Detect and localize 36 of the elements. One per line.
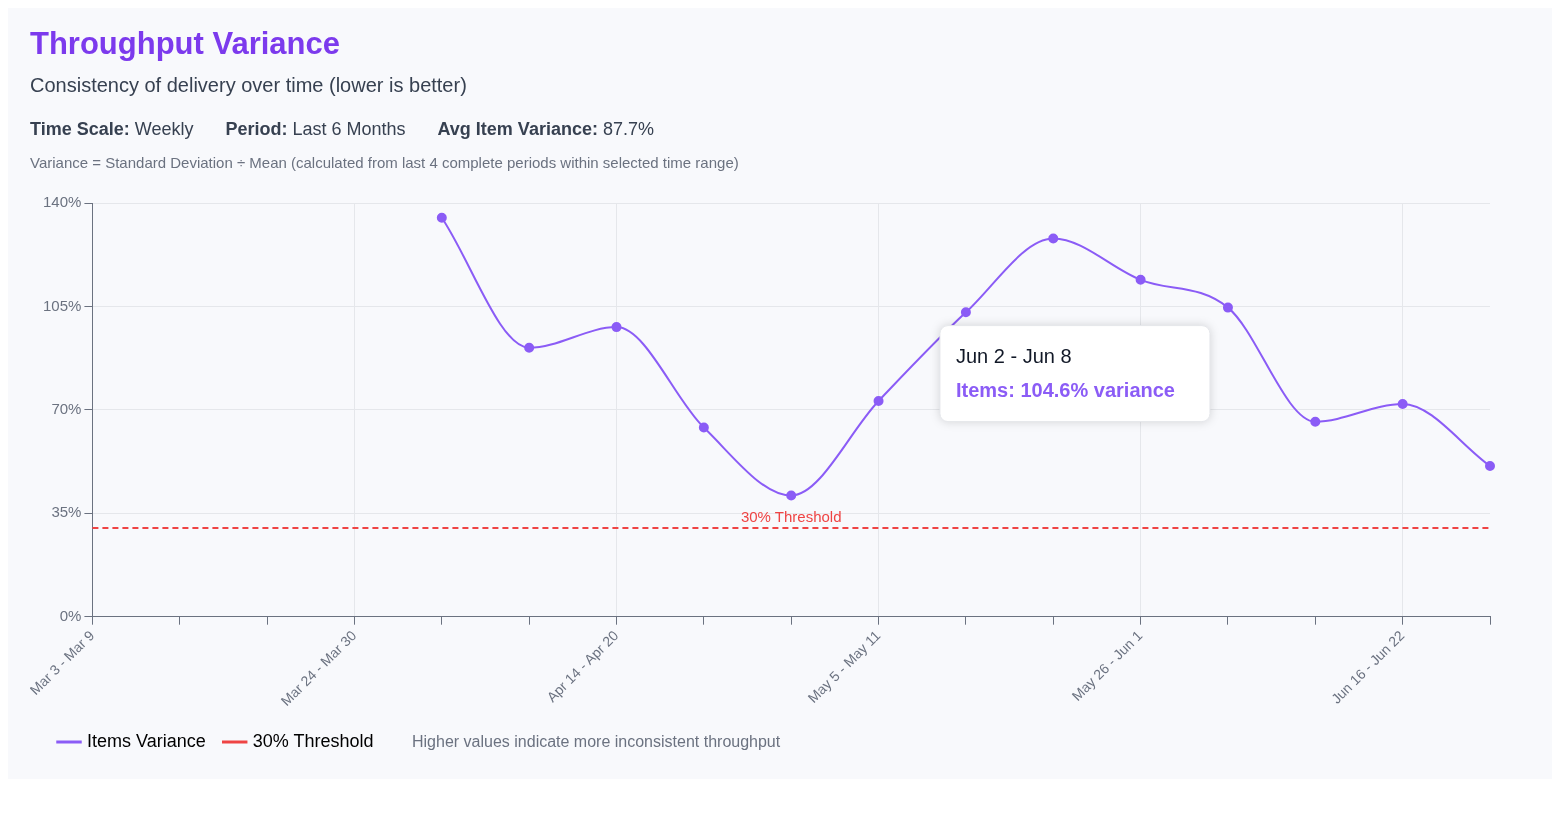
y-tick-label: 35% — [51, 503, 82, 521]
x-tick-label: Mar 3 - Mar 9 — [26, 627, 98, 698]
y-tick-label: 70% — [51, 399, 82, 417]
point — [873, 395, 884, 406]
y-tick-label: 0% — [59, 606, 82, 624]
point — [960, 307, 971, 318]
x-tick-label: May 5 - May 11 — [804, 627, 884, 706]
y-tick-label: 140% — [43, 193, 82, 211]
annotation: Jun 2 - Jun 8 — [955, 345, 1072, 368]
point — [1310, 416, 1321, 427]
point — [1048, 233, 1059, 244]
point — [1485, 461, 1495, 471]
point — [611, 322, 622, 333]
point — [1135, 274, 1146, 285]
text: 30% Threshold — [252, 730, 374, 751]
point — [524, 342, 535, 353]
chart-subtitle: Consistency of delivery over time (lower is better) — [30, 74, 468, 97]
chart-title: Throughput Variance — [30, 26, 342, 62]
text: Higher values indicate more inconsistent throughput — [412, 733, 781, 751]
x-tick-label: Mar 24 - Mar 30 — [277, 627, 360, 709]
y-tick-label: 105% — [43, 296, 82, 314]
ref-line-label: 30% Threshold — [740, 507, 842, 525]
text: Avg Item Variance: 87.7% — [437, 119, 654, 140]
point — [436, 212, 447, 223]
x-tick-label: May 26 - Jun 1 — [1068, 627, 1146, 704]
x-tick-label: Jun 16 - Jun 22 — [1327, 627, 1408, 707]
text: Period: Last 6 Months — [225, 119, 406, 140]
text: Time Scale: Weekly — [30, 119, 194, 140]
text: Variance = Standard Deviation ÷ Mean (calculated from last 4 complete periods within selected time range) — [30, 154, 740, 171]
point — [1397, 398, 1408, 409]
point — [698, 422, 709, 433]
point — [786, 490, 797, 501]
legend-label: Items Variance — [87, 730, 206, 751]
x-tick-label: Apr 14 - Apr 20 — [543, 627, 622, 706]
point — [1222, 302, 1233, 313]
annotation: Items: 104.6% variance — [955, 379, 1175, 402]
